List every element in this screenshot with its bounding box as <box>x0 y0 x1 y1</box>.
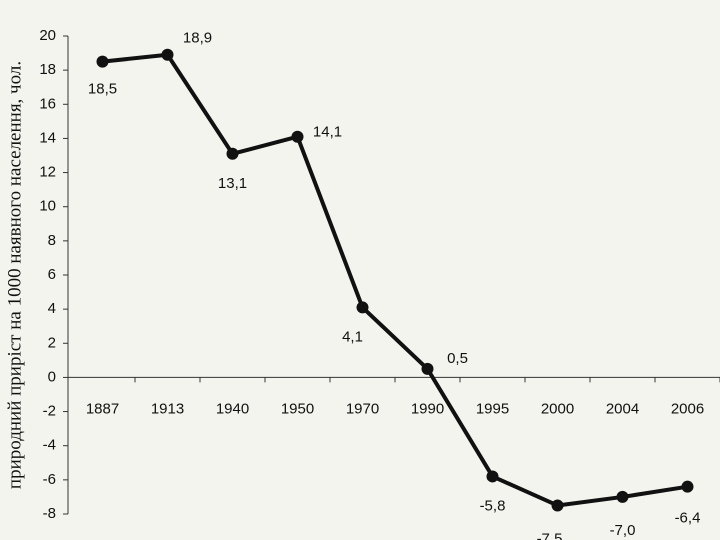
x-tick-label: 1995 <box>476 400 509 417</box>
y-tick-label: 10 <box>39 198 56 215</box>
data-label: 18,5 <box>88 81 117 98</box>
point <box>616 490 629 503</box>
y-tick-label: 4 <box>48 300 56 317</box>
y-tick-label: 20 <box>39 27 56 44</box>
y-tick-label: 18 <box>39 61 56 78</box>
point <box>551 499 564 512</box>
x-tick-label: 1940 <box>216 400 249 417</box>
y-tick-label: 0 <box>48 368 56 385</box>
line <box>102 52 688 508</box>
x-tick-label: 2006 <box>671 400 704 417</box>
y-tick-label: 14 <box>39 129 56 146</box>
y-tick-label: 16 <box>39 95 56 112</box>
point <box>226 147 239 160</box>
data-label: 13,1 <box>218 175 247 192</box>
point <box>96 55 109 68</box>
y-tick-label: -4 <box>43 437 56 454</box>
x-tick-label: 1970 <box>346 400 379 417</box>
data-label: -7,0 <box>610 522 636 539</box>
data-label: -5,8 <box>480 497 506 514</box>
y-tick-label: -2 <box>43 403 56 420</box>
x-tick-label: 1913 <box>151 400 184 417</box>
point <box>356 301 369 314</box>
data-label: 0,5 <box>447 350 468 367</box>
y-tick-label: 2 <box>48 334 56 351</box>
data-label: 18,9 <box>183 30 212 47</box>
point <box>291 130 304 143</box>
x-tick-label: 1990 <box>411 400 444 417</box>
y-tick-label: 8 <box>48 232 56 249</box>
x-tick-label: 1950 <box>281 400 314 417</box>
point <box>421 362 434 375</box>
y-tick-label: 12 <box>39 164 56 181</box>
point <box>681 480 694 493</box>
x-tick-label: 2004 <box>606 400 639 417</box>
x-tick-label: 1887 <box>86 400 119 417</box>
point <box>486 470 499 483</box>
y-tick-label: 6 <box>48 266 56 283</box>
y-axis-label: природний приріст на 1000 наявного насел… <box>4 61 25 489</box>
y-tick-label: -8 <box>43 505 56 522</box>
data-label: -7,5 <box>537 530 563 540</box>
point <box>161 48 174 61</box>
y-tick-label: -6 <box>43 471 56 488</box>
data-label: 14,1 <box>313 124 342 141</box>
data-label: -6,4 <box>675 510 701 527</box>
data-label: 4,1 <box>342 328 363 345</box>
x-tick-label: 2000 <box>541 400 574 417</box>
